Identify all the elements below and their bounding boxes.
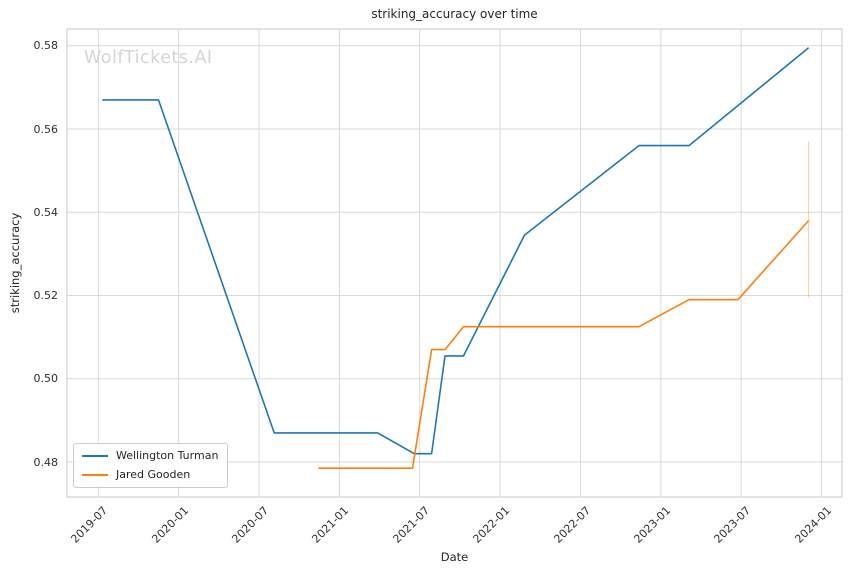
legend: Wellington Turman Jared Gooden xyxy=(73,443,229,488)
legend-label: Jared Gooden xyxy=(116,468,191,481)
legend-item-1: Wellington Turman xyxy=(82,449,218,463)
legend-label: Wellington Turman xyxy=(116,449,219,462)
y-tick-label: 0.52 xyxy=(33,289,59,302)
y-tick-label: 0.48 xyxy=(33,455,59,469)
x-axis-label: Date xyxy=(440,550,469,564)
y-tick-label: 0.50 xyxy=(33,372,59,386)
y-tick-label: 0.54 xyxy=(33,205,59,219)
series-line-1 xyxy=(102,47,810,455)
legend-item-2: Jared Gooden xyxy=(82,468,218,482)
y-tick-label: 0.58 xyxy=(33,39,59,53)
legend-line-icon xyxy=(82,474,108,476)
y-tick-label: 0.56 xyxy=(33,122,59,136)
series-line-2 xyxy=(318,220,810,470)
watermark: WolfTickets.AI xyxy=(84,48,213,68)
chart-title: striking_accuracy over time xyxy=(371,7,538,21)
legend-line-icon xyxy=(82,455,108,457)
